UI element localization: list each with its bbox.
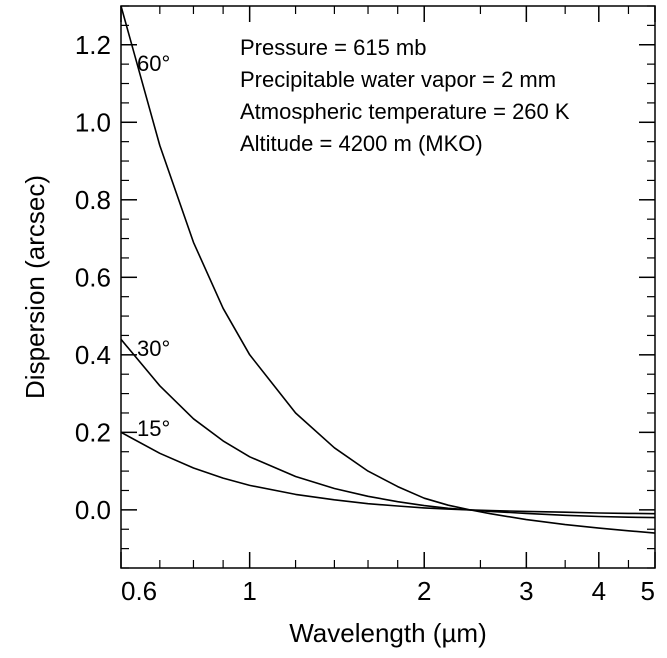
y-tick-label: 0.4 (75, 340, 111, 370)
y-tick-label: 1.2 (75, 30, 111, 60)
annotation-line: Pressure = 615 mb (240, 35, 426, 60)
series-label: 15° (137, 416, 170, 441)
y-tick-label: 0.6 (75, 262, 111, 292)
labels-layer: 0.0 0.2 0.4 0.6 0.8 1.0 1.2 0.6 1 2 3 4 5 60° 30° 15° (75, 30, 655, 606)
series-label: 30° (137, 336, 170, 361)
annotation-line: Atmospheric temperature = 260 K (240, 99, 570, 124)
series-line (120, 338, 656, 519)
annotation-line: Precipitable water vapor = 2 mm (240, 67, 556, 92)
series-label: 60° (137, 51, 170, 76)
series-line (120, 5, 656, 534)
series-line (120, 431, 656, 515)
x-tick-label: 4 (592, 576, 606, 606)
y-tick-label: 0.8 (75, 185, 111, 215)
x-tick-label: 3 (519, 576, 533, 606)
annotation-line: Altitude = 4200 m (MKO) (240, 131, 483, 156)
x-tick-label: 0.6 (121, 576, 157, 606)
x-tick-label: 1 (242, 576, 256, 606)
y-tick-label: 1.0 (75, 107, 111, 137)
y-tick-label: 0.2 (75, 417, 111, 447)
y-tick-label: 0.0 (75, 495, 111, 525)
x-axis-label: Wavelength (µm) (289, 618, 487, 648)
y-axis-label: Dispersion (arcsec) (20, 175, 50, 399)
annotations-layer: Pressure = 615 mb Precipitable water vapo… (240, 35, 570, 156)
plot-frame (120, 5, 656, 569)
x-tick-label: 2 (417, 576, 431, 606)
x-tick-label: 5 (641, 576, 655, 606)
series-layer (120, 5, 656, 534)
